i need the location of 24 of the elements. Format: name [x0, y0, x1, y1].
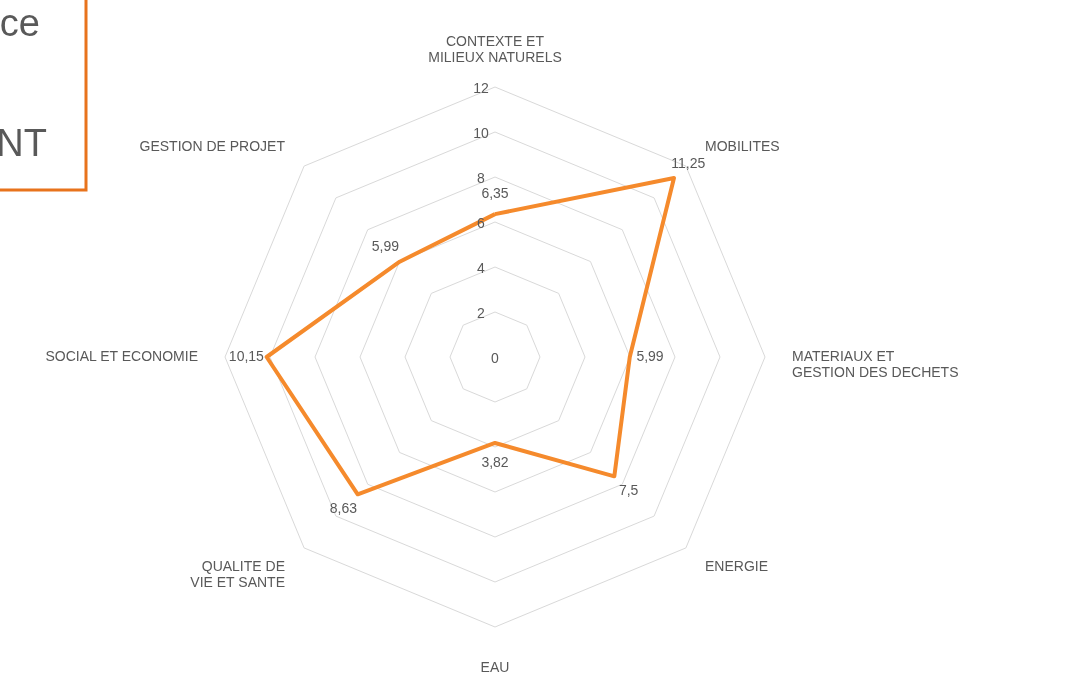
- y-tick-label: 0: [491, 350, 500, 366]
- text: ce: [0, 2, 40, 44]
- data-label: 5,99: [371, 238, 400, 255]
- y-tick-label: 8: [477, 170, 486, 186]
- spoke-label: MOBILITES: [705, 137, 780, 154]
- y-tick-label: 2: [477, 305, 486, 321]
- data-label: 7,5: [618, 481, 639, 498]
- spoke-label: ENERGIE: [705, 558, 769, 575]
- spoke-label: CONTEXTE ET MILIEUX NATURELS: [428, 33, 562, 65]
- data-label: 11,25: [671, 154, 706, 171]
- y-tick-label: 4: [477, 260, 486, 276]
- data-label: 3,82: [481, 454, 509, 471]
- data-label: 6,35: [481, 184, 509, 201]
- spoke-label: QUALITE DE VIE ET SANTE: [190, 558, 285, 591]
- y-tick-label: 12: [473, 80, 489, 96]
- spoke-label: MATERIAUX ET GESTION DES DECHETS: [792, 348, 959, 380]
- data-label: 10,15: [228, 348, 265, 364]
- text: NT: [0, 122, 47, 164]
- spoke-label: SOCIAL ET ECONOMIE: [45, 348, 198, 364]
- spoke-label: EAU: [480, 658, 510, 674]
- y-tick-label: 10: [473, 125, 489, 141]
- data-label: 8,63: [329, 499, 358, 516]
- data-label: 5,99: [636, 348, 664, 364]
- spoke-label: GESTION DE PROJET: [139, 137, 286, 154]
